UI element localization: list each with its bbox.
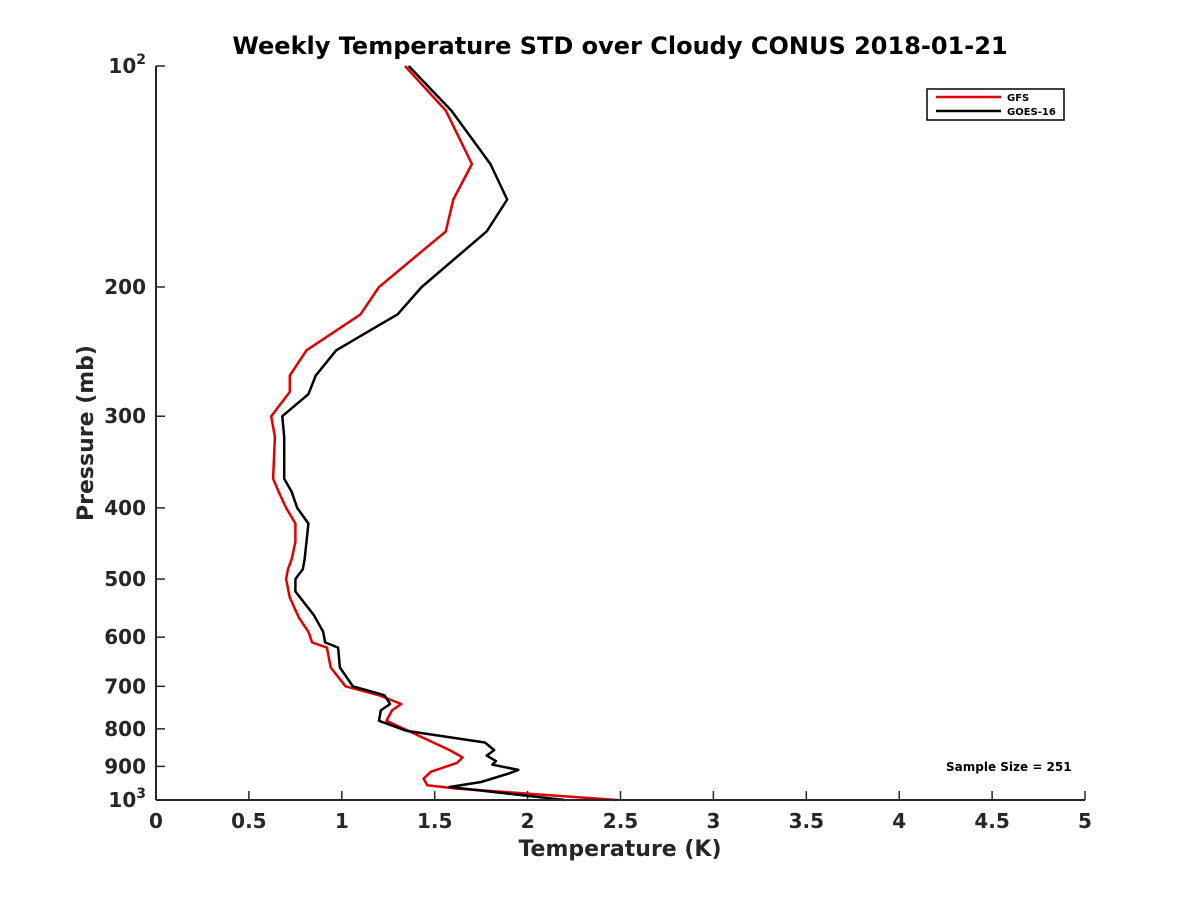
x-axis-ticks: 0 0.5 1 1.5 2 2.5 3 3.5 4 4.5 5 xyxy=(149,791,1092,833)
x-tick-label: 0.5 xyxy=(231,809,266,833)
y-tick-label-exponent: 2 xyxy=(136,52,146,68)
legend-label-goes-16: GOES-16 xyxy=(1007,107,1056,118)
x-tick-label: 0 xyxy=(149,809,163,833)
legend-box xyxy=(926,88,1065,121)
y-tick-label: 102 xyxy=(108,52,146,78)
x-tick-label: 3.5 xyxy=(789,809,824,833)
series-line-gfs xyxy=(269,65,617,802)
x-tick-label: 2 xyxy=(521,809,535,833)
y-tick-label: 300 xyxy=(104,404,146,428)
x-tick-label: 3 xyxy=(706,809,720,833)
y-tick-label-base: 10 xyxy=(108,54,136,78)
x-tick-label: 2.5 xyxy=(603,809,638,833)
x-tick-label: 4 xyxy=(892,809,906,833)
legend-label-gfs: GFS xyxy=(1007,93,1029,104)
y-tick-label: 900 xyxy=(104,754,146,778)
series-line-goes-16 xyxy=(281,65,565,802)
y-tick-label: 600 xyxy=(104,625,146,649)
chart-title: Weekly Temperature STD over Cloudy CONUS… xyxy=(232,32,1007,60)
sample-size-annotation: Sample Size = 251 xyxy=(946,760,1072,774)
legend: GFS GOES-16 xyxy=(926,88,1065,121)
x-tick-label: 5 xyxy=(1078,809,1092,833)
y-tick-label: 800 xyxy=(104,717,146,741)
y-tick-label-exponent: 3 xyxy=(136,786,146,802)
x-tick-label: 1.5 xyxy=(417,809,452,833)
y-tick-label: 400 xyxy=(104,496,146,520)
x-tick-label: 1 xyxy=(335,809,349,833)
y-tick-label: 700 xyxy=(104,674,146,698)
x-axis-label: Temperature (K) xyxy=(518,837,721,862)
y-tick-label: 103 xyxy=(108,786,146,812)
y-axis-label: Pressure (mb) xyxy=(74,345,99,521)
y-tick-label: 200 xyxy=(104,275,146,299)
y-tick-label-base: 10 xyxy=(108,788,136,812)
x-tick-label: 4.5 xyxy=(974,809,1009,833)
y-tick-label: 500 xyxy=(104,567,146,591)
series-layer xyxy=(269,65,617,802)
